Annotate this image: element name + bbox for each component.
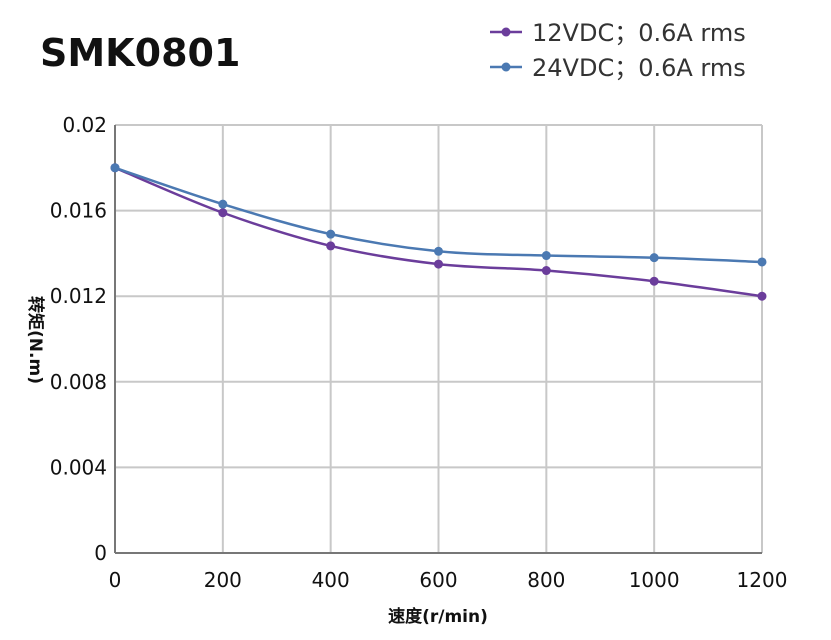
data-point [326,241,336,251]
data-point [541,251,551,261]
x-tick-label: 1000 [629,568,680,592]
y-tick-label: 0.012 [50,284,107,308]
legend: 12VDC；0.6A rms 24VDC；0.6A rms [490,19,746,82]
x-tick-label: 800 [527,568,565,592]
series-lines [110,163,767,301]
y-tick-label: 0 [94,541,107,565]
y-tick-label: 0.016 [50,199,107,223]
y-tick-label: 0.004 [50,455,107,479]
data-point [326,229,336,239]
x-tick-label: 400 [312,568,350,592]
y-tick-label: 0.02 [62,113,107,137]
data-point [218,199,228,209]
x-tick-label: 0 [109,568,122,592]
data-point [757,257,767,267]
data-point [541,266,551,276]
data-point [218,208,228,218]
y-axis-label: 转矩(N.m) [25,296,46,384]
legend-marker [501,27,511,37]
legend-label: 24VDC；0.6A rms [532,54,746,82]
x-tick-label: 200 [204,568,242,592]
tick-labels: 0 200 400 600 800 1000 1200 0 0.004 0.008 0.012 0.0… [50,113,788,592]
x-tick-label: 600 [419,568,457,592]
legend-marker [501,62,511,72]
legend-label: 12VDC；0.6A rms [532,19,746,47]
x-axis-label: 速度(r/min) [388,606,488,627]
data-point [434,246,443,256]
chart-title: SMK0801 [40,31,240,75]
data-point [649,276,659,286]
x-tick-label: 1200 [737,568,788,592]
data-point [649,253,659,263]
grid [114,124,763,554]
data-point [757,291,767,301]
data-point [110,163,120,173]
data-point [434,259,443,269]
y-tick-label: 0.008 [50,370,107,394]
